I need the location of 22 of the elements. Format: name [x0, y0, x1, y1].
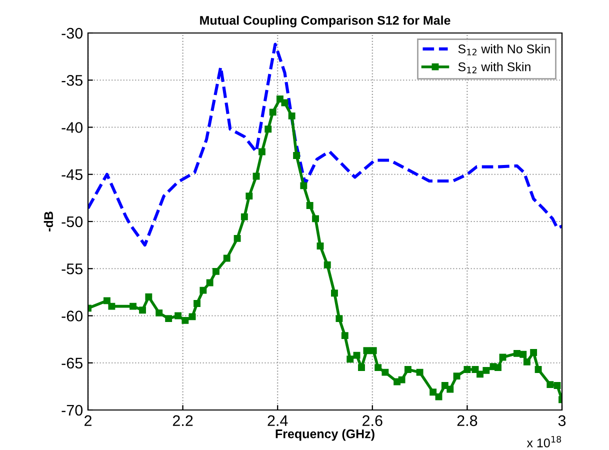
line-series: [88, 42, 562, 247]
y-tick-label: -70: [62, 404, 83, 416]
y-tick-label: -40: [62, 122, 83, 133]
legend-label: S$_{12}$ with Skin: [458, 62, 530, 74]
x-tick-label: 2.4: [268, 415, 288, 426]
y-tick-label: -35: [62, 74, 82, 86]
x-tick-label: 2.2: [172, 415, 193, 426]
x-tick-label: 3: [558, 415, 566, 426]
text: x 10$^{18}$: [526, 436, 562, 448]
x-tick-label: 2.6: [362, 415, 382, 426]
x-axis-title: Frequency (GHz): [276, 429, 374, 441]
legend-label: S$_{12}$ with No Skin: [458, 44, 550, 56]
y-tick-label: -50: [62, 216, 83, 228]
y-tick-label: -60: [62, 310, 83, 322]
y-tick-label: -30: [62, 28, 83, 39]
chart-title: Mutual Coupling Comparison S12 for Male: [200, 16, 450, 28]
y-tick-label: -55: [62, 264, 82, 274]
x-tick-label: 2.8: [457, 415, 478, 426]
y-axis-title: -dB: [44, 212, 54, 232]
y-tick-label: -45: [62, 169, 82, 180]
y-tick-label: -65: [62, 358, 82, 369]
x-tick-label: 2: [84, 415, 92, 426]
